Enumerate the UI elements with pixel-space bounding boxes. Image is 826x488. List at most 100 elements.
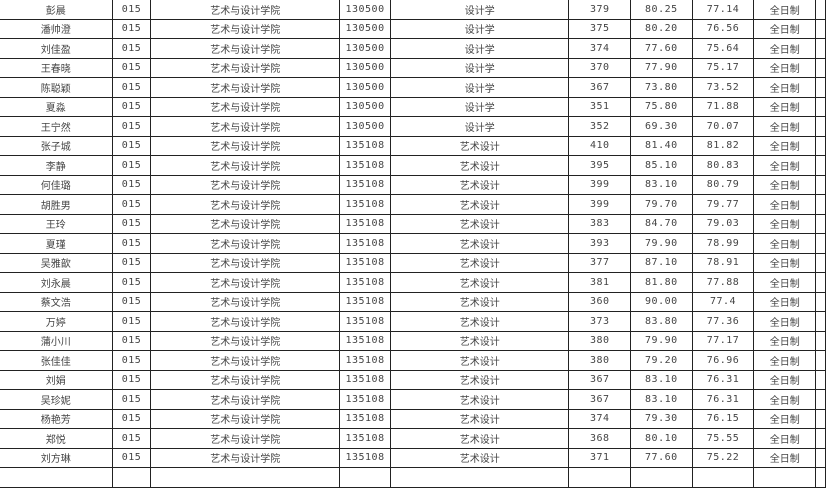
college-name-cell: 艺术与设计学院 [150, 291, 341, 312]
major-code-cell: 135108 [339, 311, 391, 332]
major-name-cell: 设计学 [389, 38, 570, 59]
retest-score-cell: 80.20 [630, 18, 693, 39]
table-row: 张子城 015 艺术与设计学院 135108 艺术设计 410 81.40 81.82 全日制 [0, 135, 826, 156]
empty-cell [815, 57, 826, 78]
table-row: 刘娟 015 艺术与设计学院 135108 艺术设计 367 83.10 76.31 全日制 [0, 369, 826, 390]
study-mode-cell: 全日制 [753, 18, 817, 39]
dept-code-cell: 015 [111, 0, 152, 20]
empty-cell [815, 0, 826, 20]
total-score-cell: 80.83 [691, 155, 755, 176]
initial-score-cell: 360 [568, 291, 631, 312]
student-name-cell: 夏瑾 [0, 233, 113, 254]
major-code-cell: 135108 [339, 408, 391, 429]
table-row: 刘方琳 015 艺术与设计学院 135108 艺术设计 371 77.60 75.22 全日制 [0, 447, 826, 468]
empty-cell [389, 467, 570, 488]
retest-score-cell: 77.90 [630, 57, 693, 78]
total-score-cell: 79.03 [691, 213, 755, 234]
retest-score-cell: 81.80 [630, 272, 693, 293]
empty-cell [815, 174, 826, 195]
major-name-cell: 艺术设计 [389, 155, 570, 176]
major-code-cell: 135108 [339, 428, 391, 449]
major-code-cell: 135108 [339, 252, 391, 273]
study-mode-cell: 全日制 [753, 369, 817, 390]
college-name-cell: 艺术与设计学院 [150, 350, 341, 371]
major-code-cell: 130500 [339, 38, 391, 59]
total-score-cell: 80.79 [691, 174, 755, 195]
major-code-cell: 130500 [339, 96, 391, 117]
study-mode-cell: 全日制 [753, 194, 817, 215]
study-mode-cell: 全日制 [753, 116, 817, 137]
total-score-cell: 73.52 [691, 77, 755, 98]
college-name-cell: 艺术与设计学院 [150, 18, 341, 39]
major-name-cell: 艺术设计 [389, 311, 570, 332]
initial-score-cell: 379 [568, 0, 631, 20]
major-name-cell: 艺术设计 [389, 350, 570, 371]
empty-cell [691, 467, 755, 488]
student-name-cell: 潘帅澄 [0, 18, 113, 39]
empty-cell [815, 272, 826, 293]
major-name-cell: 设计学 [389, 77, 570, 98]
college-name-cell: 艺术与设计学院 [150, 272, 341, 293]
empty-cell [150, 467, 341, 488]
table-row: 王春晓 015 艺术与设计学院 130500 设计学 370 77.90 75.17 全日制 [0, 57, 826, 78]
total-score-cell: 81.82 [691, 135, 755, 156]
empty-cell [815, 389, 826, 410]
total-score-cell: 71.88 [691, 96, 755, 117]
college-name-cell: 艺术与设计学院 [150, 96, 341, 117]
dept-code-cell: 015 [111, 428, 152, 449]
study-mode-cell: 全日制 [753, 233, 817, 254]
student-name-cell: 万婷 [0, 311, 113, 332]
empty-cell [0, 467, 113, 488]
table-row-partial [0, 467, 826, 488]
total-score-cell: 78.91 [691, 252, 755, 273]
college-name-cell: 艺术与设计学院 [150, 77, 341, 98]
table-row: 万婷 015 艺术与设计学院 135108 艺术设计 373 83.80 77.36 全日制 [0, 311, 826, 332]
initial-score-cell: 367 [568, 389, 631, 410]
major-name-cell: 艺术设计 [389, 291, 570, 312]
college-name-cell: 艺术与设计学院 [150, 369, 341, 390]
empty-cell [753, 467, 817, 488]
dept-code-cell: 015 [111, 77, 152, 98]
initial-score-cell: 399 [568, 194, 631, 215]
empty-cell [815, 311, 826, 332]
table-row: 李静 015 艺术与设计学院 135108 艺术设计 395 85.10 80.83 全日制 [0, 155, 826, 176]
initial-score-cell: 374 [568, 38, 631, 59]
study-mode-cell: 全日制 [753, 155, 817, 176]
retest-score-cell: 77.60 [630, 447, 693, 468]
major-code-cell: 135108 [339, 233, 391, 254]
retest-score-cell: 81.40 [630, 135, 693, 156]
dept-code-cell: 015 [111, 194, 152, 215]
dept-code-cell: 015 [111, 291, 152, 312]
major-code-cell: 135108 [339, 447, 391, 468]
student-name-cell: 胡胜男 [0, 194, 113, 215]
total-score-cell: 77.17 [691, 330, 755, 351]
initial-score-cell: 375 [568, 18, 631, 39]
dept-code-cell: 015 [111, 174, 152, 195]
college-name-cell: 艺术与设计学院 [150, 135, 341, 156]
retest-score-cell: 79.30 [630, 408, 693, 429]
student-name-cell: 郑悦 [0, 428, 113, 449]
student-name-cell: 彭晨 [0, 0, 113, 20]
student-name-cell: 蔡文浩 [0, 291, 113, 312]
college-name-cell: 艺术与设计学院 [150, 330, 341, 351]
study-mode-cell: 全日制 [753, 252, 817, 273]
initial-score-cell: 367 [568, 77, 631, 98]
empty-cell [815, 135, 826, 156]
empty-cell [815, 369, 826, 390]
retest-score-cell: 77.60 [630, 38, 693, 59]
major-code-cell: 135108 [339, 291, 391, 312]
retest-score-cell: 90.00 [630, 291, 693, 312]
dept-code-cell: 015 [111, 311, 152, 332]
total-score-cell: 77.14 [691, 0, 755, 20]
initial-score-cell: 380 [568, 350, 631, 371]
college-name-cell: 艺术与设计学院 [150, 155, 341, 176]
empty-cell [815, 77, 826, 98]
dept-code-cell: 015 [111, 18, 152, 39]
total-score-cell: 77.88 [691, 272, 755, 293]
table-row: 蒲小川 015 艺术与设计学院 135108 艺术设计 380 79.90 77.17 全日制 [0, 330, 826, 351]
major-code-cell: 135108 [339, 155, 391, 176]
student-name-cell: 王春晓 [0, 57, 113, 78]
table-row: 潘帅澄 015 艺术与设计学院 130500 设计学 375 80.20 76.56 全日制 [0, 18, 826, 39]
college-name-cell: 艺术与设计学院 [150, 0, 341, 20]
table-row: 王玲 015 艺术与设计学院 135108 艺术设计 383 84.70 79.03 全日制 [0, 213, 826, 234]
